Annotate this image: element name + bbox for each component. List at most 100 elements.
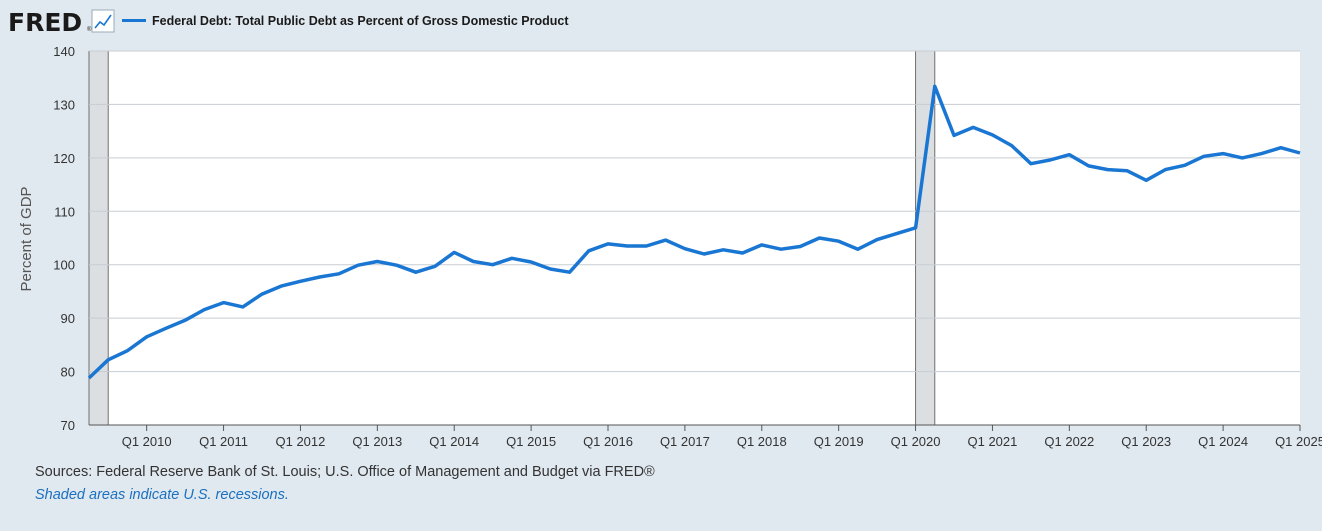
plot-area <box>89 51 1300 425</box>
data-point[interactable] <box>758 241 766 249</box>
data-point[interactable] <box>950 131 958 139</box>
data-point[interactable] <box>1181 161 1189 169</box>
data-point[interactable] <box>162 324 170 332</box>
data-point[interactable] <box>220 299 228 307</box>
x-tick-label: Q1 2011 <box>199 434 248 449</box>
x-tick-label: Q1 2024 <box>1198 434 1248 449</box>
data-point[interactable] <box>1142 176 1150 184</box>
x-tick-label: Q1 2018 <box>737 434 787 449</box>
data-point[interactable] <box>1219 150 1227 158</box>
data-point[interactable] <box>566 268 574 276</box>
data-point[interactable] <box>258 290 266 298</box>
data-point[interactable] <box>1008 142 1016 150</box>
x-tick-label: Q1 2023 <box>1121 434 1171 449</box>
data-point[interactable] <box>796 243 804 251</box>
data-point[interactable] <box>662 236 670 244</box>
x-tick-label: Q1 2021 <box>968 434 1018 449</box>
x-tick-label: Q1 2015 <box>506 434 556 449</box>
x-tick-label: Q1 2017 <box>660 434 710 449</box>
x-tick-label: Q1 2013 <box>352 434 402 449</box>
y-tick-label: 130 <box>53 97 75 112</box>
data-point[interactable] <box>931 82 939 90</box>
data-point[interactable] <box>969 123 977 131</box>
data-point[interactable] <box>200 306 208 314</box>
x-tick-label: Q1 2025 <box>1275 434 1322 449</box>
data-point[interactable] <box>1238 154 1246 162</box>
data-point[interactable] <box>1104 166 1112 174</box>
data-point[interactable] <box>1046 156 1054 164</box>
data-point[interactable] <box>1277 144 1285 152</box>
data-point[interactable] <box>431 262 439 270</box>
data-point[interactable] <box>873 236 881 244</box>
registered-mark: ® <box>87 26 92 33</box>
data-point[interactable] <box>316 273 324 281</box>
x-tick-label: Q1 2022 <box>1044 434 1094 449</box>
data-point[interactable] <box>604 240 612 248</box>
data-point[interactable] <box>642 242 650 250</box>
data-point[interactable] <box>508 254 516 262</box>
recession-shading <box>88 51 936 425</box>
data-point[interactable] <box>373 258 381 266</box>
data-point[interactable] <box>1161 166 1169 174</box>
data-point[interactable] <box>585 247 593 255</box>
data-point[interactable] <box>835 237 843 245</box>
recession-band-1 <box>915 51 935 425</box>
x-tick-label: Q1 2010 <box>122 434 172 449</box>
data-point[interactable] <box>143 333 151 341</box>
y-tick-label: 140 <box>53 44 75 59</box>
data-point[interactable] <box>854 245 862 253</box>
data-point[interactable] <box>1085 162 1093 170</box>
data-point[interactable] <box>412 268 420 276</box>
legend-label: Federal Debt: Total Public Debt as Perce… <box>152 14 569 28</box>
data-point[interactable] <box>527 258 535 266</box>
data-point[interactable] <box>1258 150 1266 158</box>
data-point[interactable] <box>681 245 689 253</box>
data-point[interactable] <box>1065 151 1073 159</box>
data-point[interactable] <box>815 234 823 242</box>
data-point[interactable] <box>104 356 112 364</box>
data-point[interactable] <box>123 347 131 355</box>
data-point[interactable] <box>354 261 362 269</box>
grid <box>89 50 1300 426</box>
data-point[interactable] <box>277 282 285 290</box>
data-point[interactable] <box>239 303 247 311</box>
data-point[interactable] <box>393 261 401 269</box>
data-point[interactable] <box>1123 167 1131 175</box>
data-point[interactable] <box>739 249 747 257</box>
data-point[interactable] <box>1200 152 1208 160</box>
data-point[interactable] <box>296 277 304 285</box>
data-point[interactable] <box>546 265 554 273</box>
data-point[interactable] <box>489 261 497 269</box>
data-point[interactable] <box>85 374 93 382</box>
x-axis: Q1 2010 Q1 2011 Q1 2012 Q1 2013 Q1 2014 Q1 20… <box>122 425 1322 449</box>
data-point[interactable] <box>912 224 920 232</box>
y-axis-title: Percent of GDP <box>18 186 35 291</box>
data-point[interactable] <box>1296 149 1304 157</box>
y-tick-label: 90 <box>61 311 75 326</box>
data-point[interactable] <box>623 242 631 250</box>
data-point[interactable] <box>335 270 343 278</box>
data-point[interactable] <box>988 131 996 139</box>
data-point[interactable] <box>892 230 900 238</box>
data-point[interactable] <box>1027 160 1035 168</box>
x-tick-label: Q1 2019 <box>814 434 864 449</box>
data-point[interactable] <box>700 250 708 258</box>
data-point[interactable] <box>777 245 785 253</box>
x-tick-label: Q1 2014 <box>429 434 479 449</box>
data-point[interactable] <box>469 258 477 266</box>
data-point[interactable] <box>719 246 727 254</box>
y-tick-label: 110 <box>54 204 75 219</box>
line-chart-icon <box>91 9 115 33</box>
recession-note: Shaded areas indicate U.S. recessions. <box>35 487 289 503</box>
fred-logo[interactable]: FRED <box>8 8 82 37</box>
x-tick-label: Q1 2020 <box>891 434 941 449</box>
series-layer <box>85 82 1304 382</box>
y-tick-label: 120 <box>53 151 75 166</box>
sources-text: Sources: Federal Reserve Bank of St. Lou… <box>35 464 655 480</box>
y-tick-label: 80 <box>61 365 75 380</box>
series-line <box>87 84 1301 380</box>
y-axis: 70 80 90 100 110 120 130 140 <box>53 44 75 433</box>
data-point[interactable] <box>450 248 458 256</box>
data-point[interactable] <box>181 316 189 324</box>
